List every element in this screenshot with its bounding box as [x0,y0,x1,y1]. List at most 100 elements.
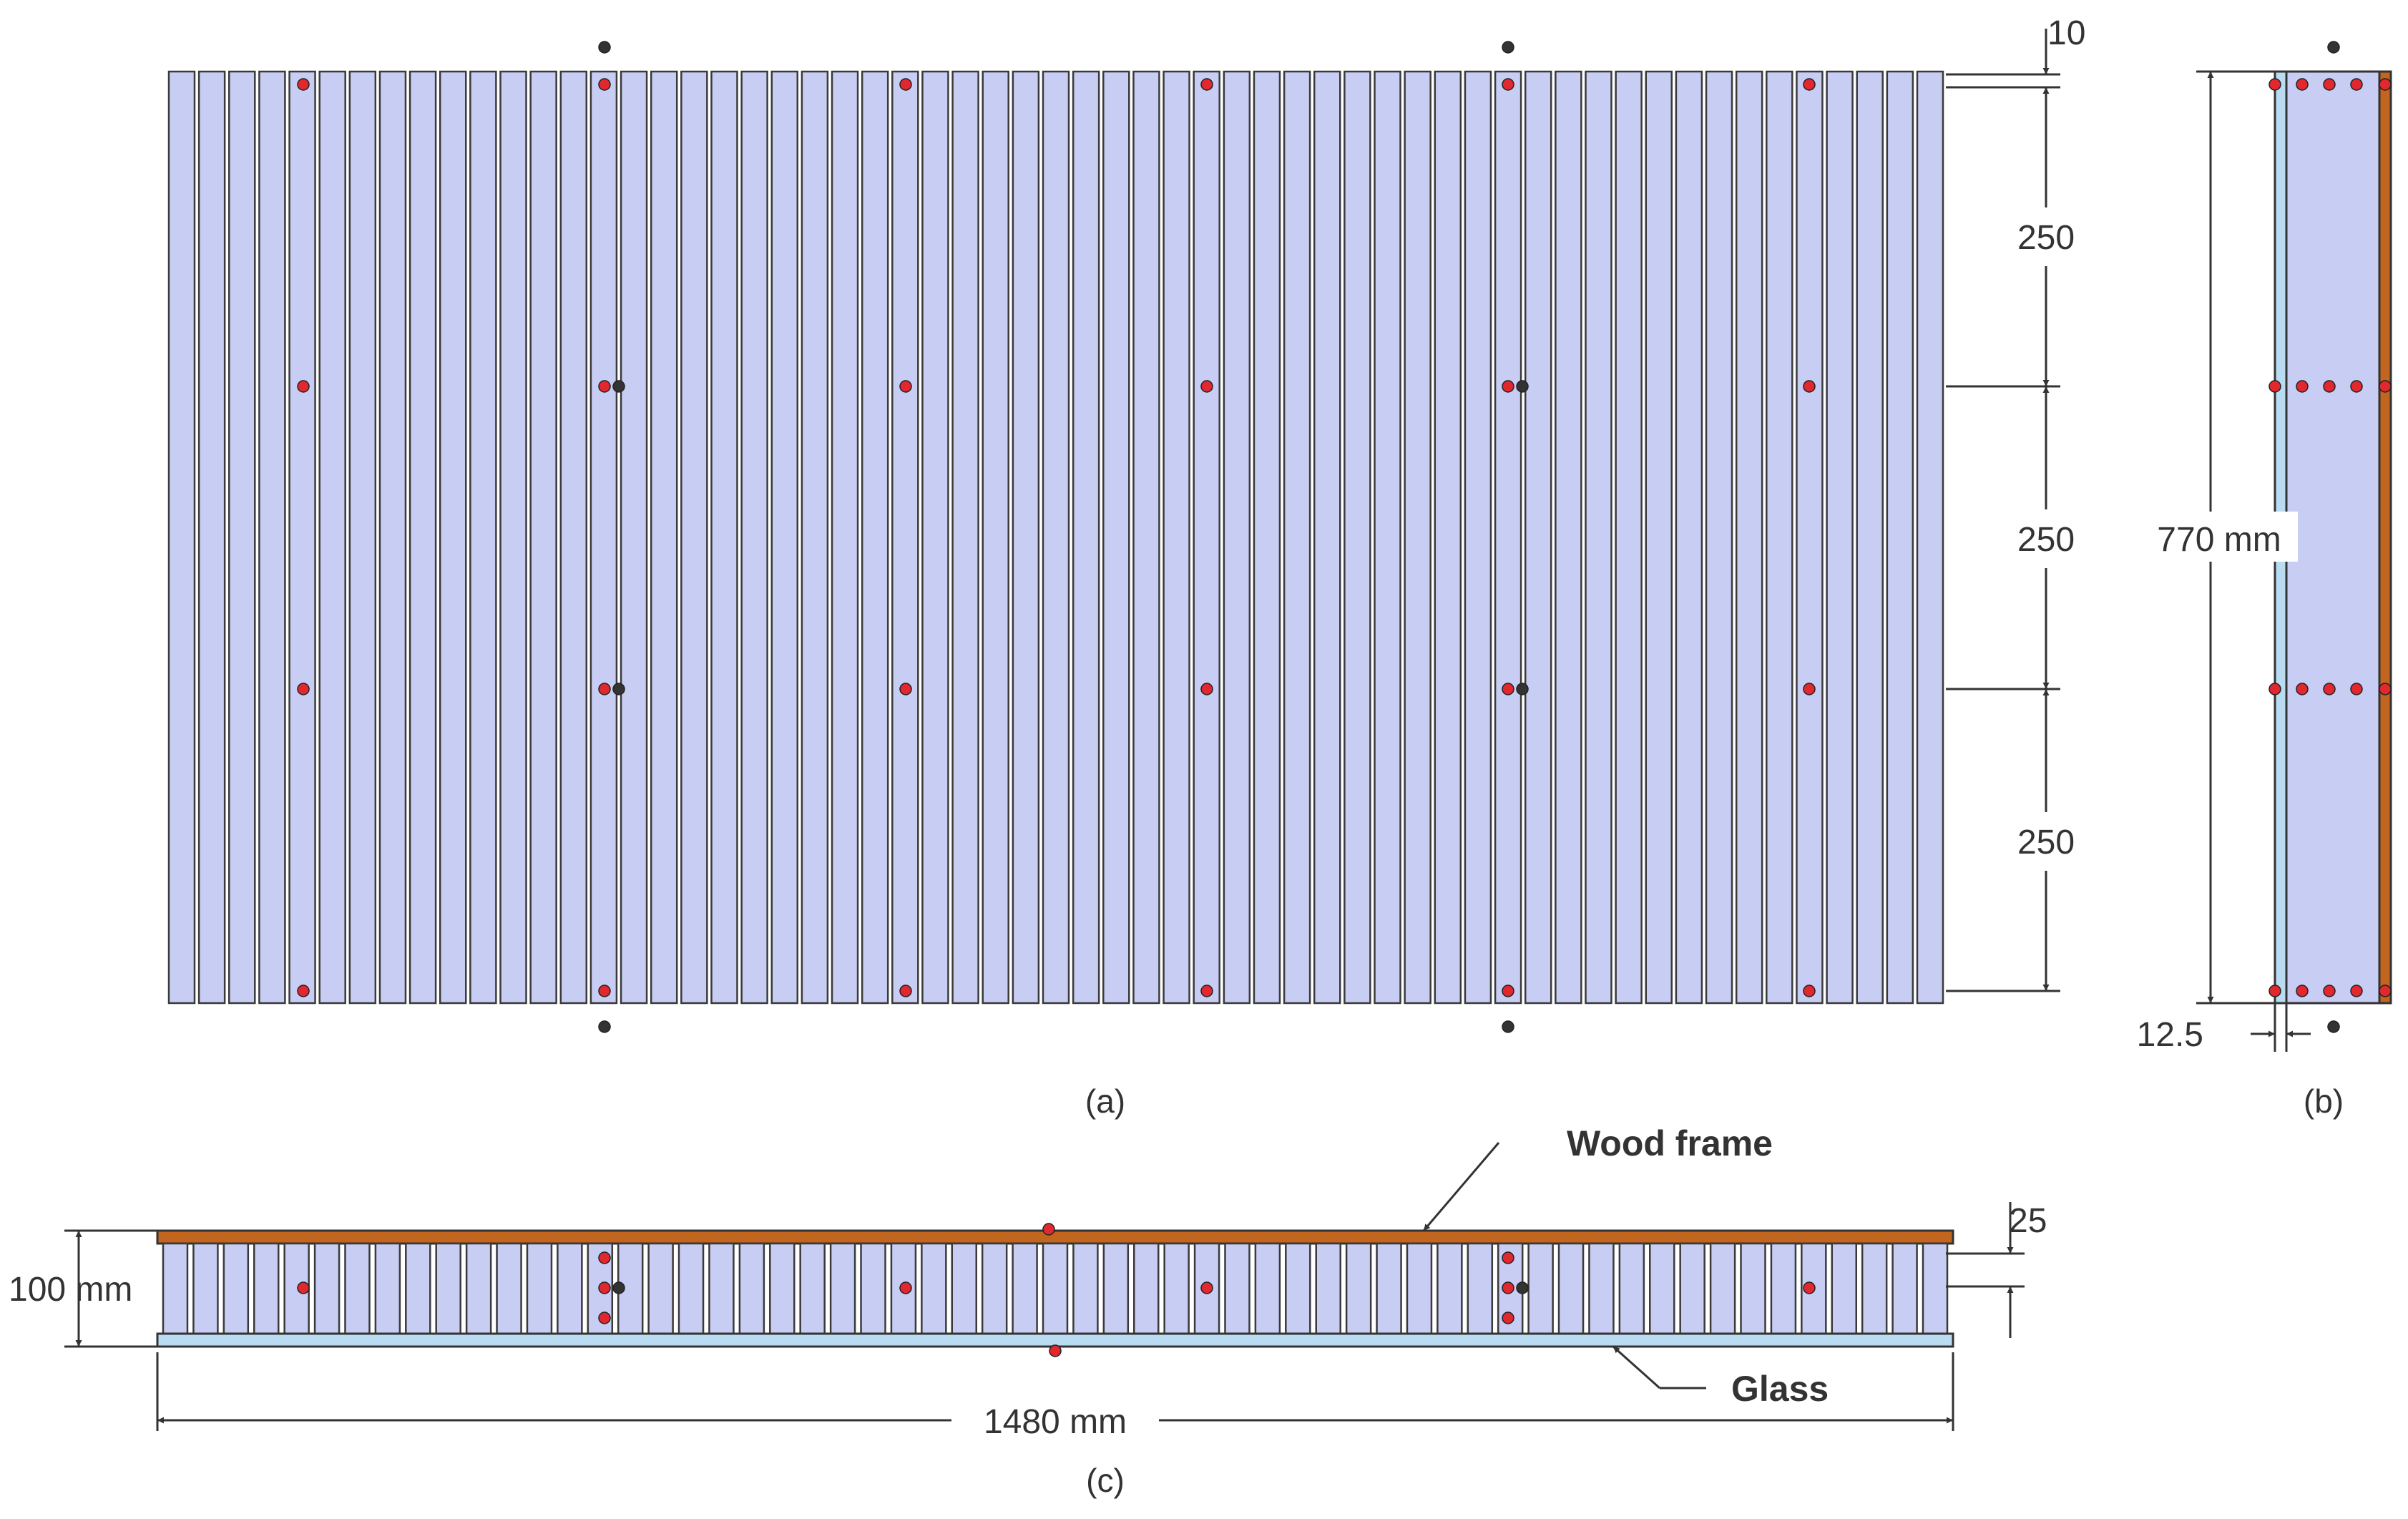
view-c-fins [162,1242,1949,1335]
fin [1735,70,1763,1005]
fin [405,1242,431,1335]
view-c-top: 100 mm 1480 mm 25 Wood frame Glass (c) [9,1123,2047,1499]
thermocouple-red [899,985,912,997]
fin [1916,70,1944,1005]
thermocouple-black [1516,380,1529,393]
thermocouple-red [899,78,912,91]
thermocouple-red [297,683,310,695]
thermocouple-black [612,1281,625,1294]
fin [1313,70,1341,1005]
fin [1042,70,1070,1005]
fin [650,70,678,1005]
fin [557,1242,583,1335]
fin [529,70,557,1005]
thermocouple-red [1502,1312,1514,1324]
fin [1464,70,1492,1005]
fin [1891,1242,1918,1335]
fin [770,70,799,1005]
thermocouple-black [2327,41,2340,54]
thermocouple-red [1502,1281,1514,1294]
fin [1645,70,1673,1005]
fin [861,70,889,1005]
thermocouple-red [1803,683,1816,695]
thermocouple-red [598,985,611,997]
dim-height-770: 770 mm [2157,521,2281,559]
fin [318,70,346,1005]
dim-width-1480: 1480 mm [984,1403,1127,1441]
fin [921,1242,947,1335]
fin [1831,1242,1858,1335]
fin [1163,70,1190,1005]
thermocouple-red [2323,380,2336,393]
fin [1132,1242,1160,1335]
thermocouple-black [598,1020,611,1033]
thermocouple-red [1200,1281,1213,1294]
thermocouple-red [2268,985,2281,997]
thermocouple-red [1803,1281,1816,1294]
dim-depth-100: 100 mm [9,1271,132,1309]
view-a-front: 10 250 250 250 (a) [167,14,2085,1120]
thermocouple-black [2327,1020,2340,1033]
fin [1012,1242,1038,1335]
thermocouple-red [899,380,912,393]
thermocouple-black [612,683,625,695]
fin [1705,70,1733,1005]
fin [1315,1242,1341,1335]
dim-thickness-12-5: 12.5 [2137,1016,2203,1054]
thermocouple-red [598,683,611,695]
fin [1826,70,1854,1005]
thermocouple-red [2350,683,2363,695]
fin [1344,70,1371,1005]
fin [647,1242,674,1335]
dim-spacing-2: 250 [2017,521,2075,559]
thermocouple-red [1502,380,1514,393]
thermocouple-red [598,1281,611,1294]
thermocouple-red [2350,380,2363,393]
fin [288,70,316,1005]
fin [526,1242,553,1335]
fin [1766,70,1793,1005]
label-wood-frame: Wood frame [1567,1123,1773,1163]
fin [1618,1242,1645,1335]
caption-a: (a) [1085,1083,1125,1120]
fin [167,70,196,1005]
fin [1588,1242,1615,1335]
thermocouple-red [2379,683,2392,695]
label-glass: Glass [1731,1369,1829,1409]
view-a-fins [167,70,1944,1005]
thermocouple-red [1502,1251,1514,1264]
dim-spacing-3: 250 [2017,824,2075,861]
fin [374,1242,401,1335]
fin [1557,1242,1585,1335]
thermocouple-red [297,1281,310,1294]
fin [439,70,467,1005]
thermocouple-black [1516,1281,1529,1294]
fin [860,1242,886,1335]
thermocouple-red [2268,78,2281,91]
view-b-sensors [2268,41,2392,1033]
fin [708,1242,735,1335]
thermocouple-red [1200,380,1213,393]
fin [1163,1242,1190,1335]
side-wood-frame [2378,70,2392,1005]
fin [408,70,437,1005]
thermocouple-red [1502,985,1514,997]
fin [1072,1242,1099,1335]
fin [1132,70,1160,1005]
fin [1886,70,1914,1005]
fin [1376,1242,1402,1335]
fin [1254,1242,1281,1335]
fin [1494,70,1522,1005]
fin [378,70,407,1005]
fin [1283,70,1311,1005]
thermocouple-red [598,78,611,91]
fin [1467,1242,1494,1335]
fin [1253,70,1281,1005]
thermocouple-red [2379,380,2392,393]
thermocouple-red [2323,78,2336,91]
fin [1649,1242,1675,1335]
fin [1861,1242,1888,1335]
thermocouple-black [1516,683,1529,695]
fin [1102,70,1130,1005]
